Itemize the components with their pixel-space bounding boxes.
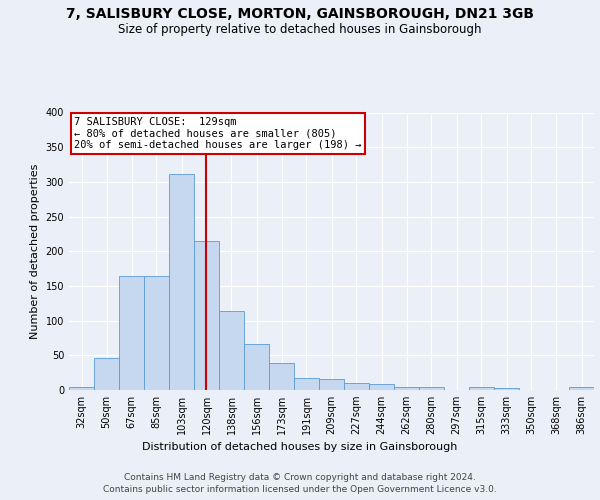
- Bar: [220, 311, 244, 390]
- Bar: [194, 241, 218, 390]
- Bar: [319, 379, 344, 390]
- Bar: [394, 386, 419, 390]
- Bar: [145, 276, 169, 390]
- Text: 7, SALISBURY CLOSE, MORTON, GAINSBOROUGH, DN21 3GB: 7, SALISBURY CLOSE, MORTON, GAINSBOROUGH…: [66, 8, 534, 22]
- Bar: [119, 276, 143, 390]
- Bar: [469, 387, 494, 390]
- Bar: [344, 383, 368, 390]
- Bar: [269, 363, 293, 390]
- Bar: [244, 344, 269, 390]
- Bar: [494, 388, 518, 390]
- Bar: [169, 174, 194, 390]
- Bar: [569, 386, 593, 390]
- Y-axis label: Number of detached properties: Number of detached properties: [30, 164, 40, 339]
- Bar: [370, 384, 394, 390]
- Bar: [295, 378, 319, 390]
- Text: Contains public sector information licensed under the Open Government Licence v3: Contains public sector information licen…: [103, 485, 497, 494]
- Bar: [70, 386, 94, 390]
- Text: Contains HM Land Registry data © Crown copyright and database right 2024.: Contains HM Land Registry data © Crown c…: [124, 472, 476, 482]
- Bar: [419, 387, 443, 390]
- Text: Size of property relative to detached houses in Gainsborough: Size of property relative to detached ho…: [118, 22, 482, 36]
- Text: 7 SALISBURY CLOSE:  129sqm
← 80% of detached houses are smaller (805)
20% of sem: 7 SALISBURY CLOSE: 129sqm ← 80% of detac…: [74, 116, 362, 150]
- Text: Distribution of detached houses by size in Gainsborough: Distribution of detached houses by size …: [142, 442, 458, 452]
- Bar: [94, 358, 119, 390]
